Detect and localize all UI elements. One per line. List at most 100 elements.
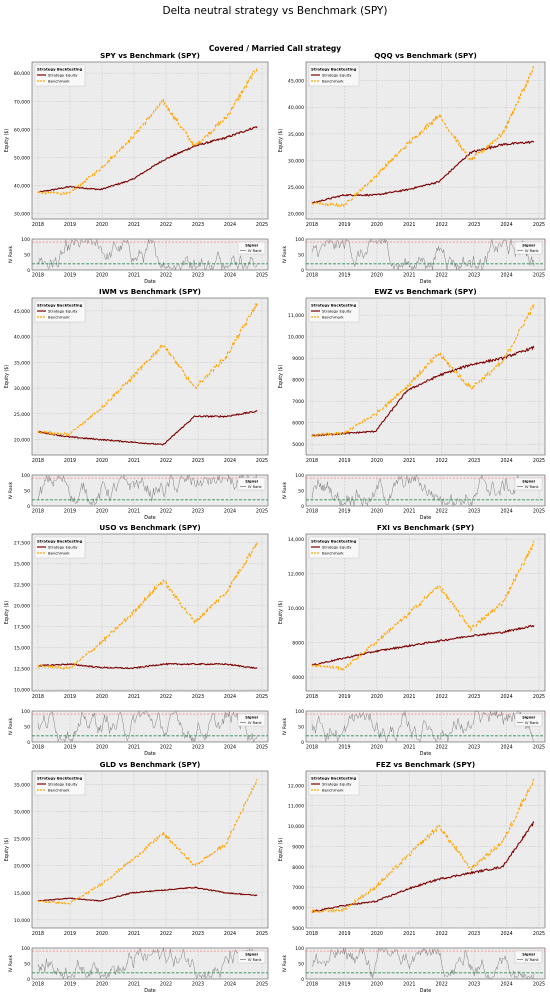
x-tick-label: 2023 — [468, 694, 480, 700]
strategy-equity-line — [311, 821, 535, 913]
ivr-x-tick-label: 2024 — [224, 273, 236, 279]
ivr-y-tick-label: 0 — [27, 268, 30, 274]
legend-strategy-label: Strategy Equity — [48, 73, 78, 78]
legend-title: Strategy Backtesting — [37, 303, 83, 308]
chart-panel-1: SPY vs Benchmark (SPY) 30,000 40,000 50,000… — [4, 51, 269, 228]
ivr-x-tick-label: 2023 — [468, 509, 480, 515]
legend-box — [34, 536, 86, 559]
legend-strategy-label: Strategy Equity — [48, 309, 78, 314]
ivr-legend-title: Signal — [245, 480, 258, 484]
ivr-legend-box — [237, 713, 266, 727]
y-tick-label: 60,000 — [14, 127, 30, 133]
ivr-x-tick-label: 2024 — [500, 982, 512, 988]
x-tick-label: 2019 — [64, 931, 76, 937]
ivr-x-tick-label: 2020 — [371, 745, 383, 751]
benchmark-line — [311, 778, 535, 914]
x-tick-label: 2025 — [533, 931, 545, 937]
y-tick-label: 15,000 — [14, 645, 30, 651]
legend-box — [308, 773, 360, 796]
ivr-x-tick-label: 2023 — [468, 982, 480, 988]
ivr-x-tick-label: 2018 — [306, 982, 318, 988]
ivr-x-tick-label: 2024 — [224, 509, 236, 515]
benchmark-line — [37, 302, 258, 437]
ivr-x-axis-label: Date — [144, 751, 156, 757]
y-tick-label: 14,000 — [288, 537, 304, 543]
y-tick-label: 45,000 — [14, 309, 30, 315]
ivr-x-tick-label: 2024 — [500, 509, 512, 515]
strategy-equity-line — [311, 624, 535, 666]
ivr-x-axis-label: Date — [420, 751, 432, 757]
ivr-plot-area — [305, 238, 546, 271]
ivr-x-tick-label: 2019 — [64, 745, 76, 751]
ivr-y-tick-label: 100 — [295, 473, 304, 479]
ivr-legend-label: IV Rank — [248, 485, 263, 489]
legend-benchmark-label: Benchmark — [48, 788, 70, 793]
x-tick-label: 2018 — [306, 458, 318, 464]
x-tick-label: 2018 — [306, 222, 318, 228]
y-tick-label: 40,000 — [14, 335, 30, 341]
ivr-y-tick-label: 0 — [27, 977, 30, 983]
ivr-x-tick-label: 2022 — [160, 273, 172, 279]
ivr-x-tick-label: 2018 — [32, 509, 44, 515]
ivr-y-axis-label: IV Rank — [8, 717, 14, 735]
plot-area — [305, 297, 546, 456]
x-tick-label: 2019 — [64, 694, 76, 700]
ivr-legend-box — [237, 950, 266, 964]
ivr-x-tick-label: 2019 — [338, 982, 350, 988]
y-tick-label: 9000 — [292, 844, 304, 850]
y-tick-label: 12,000 — [288, 783, 304, 789]
ivr-y-tick-label: 0 — [301, 504, 304, 510]
legend-benchmark-label: Benchmark — [322, 315, 344, 320]
ivr-x-tick-label: 2019 — [64, 509, 76, 515]
ivr-y-tick-label: 0 — [301, 977, 304, 983]
ivr-x-tick-label: 2018 — [306, 509, 318, 515]
x-tick-label: 2018 — [32, 694, 44, 700]
y-tick-label: 8000 — [292, 865, 304, 871]
ivr-signal-line — [37, 474, 258, 506]
ivr-x-tick-label: 2020 — [371, 273, 383, 279]
y-tick-label: 20,000 — [288, 212, 304, 218]
ivr-legend-box — [514, 477, 543, 491]
ivr-x-tick-label: 2023 — [468, 745, 480, 751]
x-tick-label: 2022 — [160, 931, 172, 937]
ivr-y-tick-label: 50 — [298, 725, 304, 731]
chart-title: IWM vs Benchmark (SPY) — [99, 287, 201, 296]
ivr-y-axis-label: IV Rank — [8, 245, 14, 263]
x-tick-label: 2025 — [256, 931, 268, 937]
x-tick-label: 2024 — [500, 222, 512, 228]
y-tick-label: 25,000 — [14, 837, 30, 843]
ivr-x-tick-label: 2022 — [436, 745, 448, 751]
y-tick-label: 25,000 — [14, 561, 30, 567]
y-tick-label: 27,500 — [14, 540, 30, 546]
y-axis-label: Equity ($) — [4, 838, 10, 862]
ivr-x-tick-label: 2019 — [338, 509, 350, 515]
ivr-x-axis-label: Date — [144, 988, 156, 994]
chart-title: FEZ vs Benchmark (SPY) — [376, 760, 475, 769]
legend-box — [34, 300, 86, 323]
legend-box — [34, 64, 86, 87]
x-tick-label: 2018 — [306, 694, 318, 700]
benchmark-line — [311, 539, 535, 671]
benchmark-line — [311, 66, 535, 208]
x-tick-label: 2018 — [306, 931, 318, 937]
ivr-signal-line — [311, 710, 535, 743]
y-tick-label: 25,000 — [288, 185, 304, 191]
x-tick-label: 2018 — [32, 222, 44, 228]
ivr-x-tick-label: 2018 — [32, 273, 44, 279]
y-tick-label: 35,000 — [288, 132, 304, 138]
y-tick-label: 50,000 — [14, 155, 30, 161]
chart-title: USO vs Benchmark (SPY) — [99, 523, 200, 532]
x-tick-label: 2020 — [96, 222, 108, 228]
ivr-plot-area — [305, 710, 546, 743]
x-tick-label: 2023 — [468, 458, 480, 464]
ivr-x-tick-label: 2023 — [192, 509, 204, 515]
chart-panel-2: QQQ vs Benchmark (SPY) 20,000 25,000 30,000… — [278, 51, 546, 228]
x-tick-label: 2020 — [371, 458, 383, 464]
y-tick-label: 80,000 — [14, 71, 30, 77]
y-tick-label: 6000 — [292, 906, 304, 912]
ivr-plot-area — [31, 238, 269, 271]
y-tick-label: 35,000 — [14, 783, 30, 789]
ivr-x-tick-label: 2019 — [338, 745, 350, 751]
benchmark-line — [37, 542, 258, 671]
y-tick-label: 30,000 — [14, 211, 30, 217]
